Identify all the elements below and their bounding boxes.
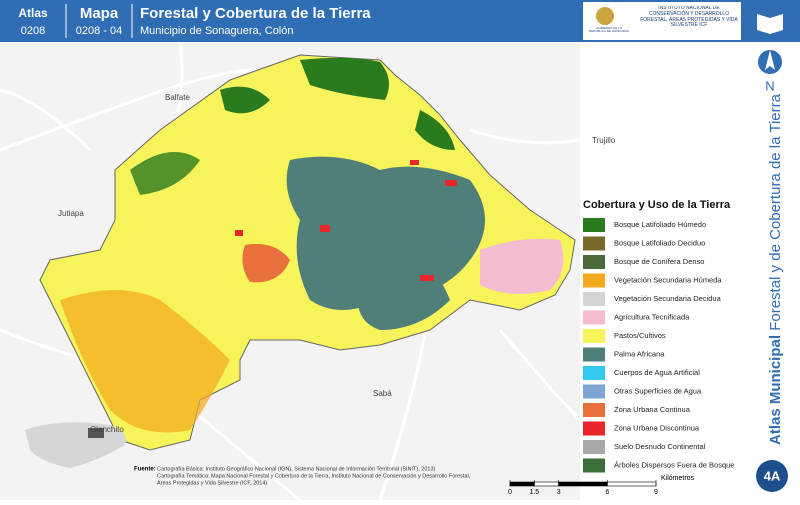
- legend-label: Pastos/Cultivos: [614, 331, 666, 340]
- legend-label: Vegetación Secundaria Húmeda: [614, 275, 722, 284]
- map-title: Forestal y Cobertura de la Tierra: [140, 5, 371, 22]
- header-shape: [757, 14, 783, 34]
- logo-right: INSTITUTO NACIONAL DE CONSERVACIÓN Y DES…: [640, 6, 738, 29]
- map-label: Mapa: [80, 5, 119, 22]
- legend-swatch: [583, 292, 605, 306]
- municipality-map-shape: [235, 230, 243, 236]
- scale-label: 6: [605, 489, 609, 496]
- side-title-rest: Forestal y de Cobertura de la Tierra: [767, 93, 784, 330]
- legend-label: Agricultura Tecnificada: [614, 312, 690, 321]
- legend-label: Cuerpos de Agua Artificial: [614, 368, 700, 377]
- source-line: Cartografía Básica: Instituto Geográfico…: [157, 466, 436, 472]
- scale-label: 1.5: [529, 489, 539, 496]
- scale-unit: Kilómetros: [661, 475, 695, 482]
- north-label: N: [765, 78, 774, 93]
- map-background-shape: [0, 41, 641, 502]
- legend-swatch: [583, 366, 605, 380]
- header-shape-shape: [757, 14, 783, 34]
- legend-label: Bosque de Conífera Denso: [614, 257, 704, 266]
- legend-title: Cobertura y Uso de la Tierra: [583, 199, 731, 211]
- place-label: Balfate: [165, 93, 190, 102]
- north-arrow-shape: [765, 50, 775, 70]
- header: [0, 0, 800, 42]
- scale-label: 0: [508, 489, 512, 496]
- source-label: Fuente:: [134, 467, 156, 473]
- logo-left: GOBIERNO DE LA REPÚBLICA DE HONDURAS: [589, 27, 629, 33]
- side-title-bold: Atlas Municipal: [767, 335, 784, 445]
- page-number: 4A: [764, 468, 781, 483]
- legend-label: Palma Africana: [614, 349, 665, 358]
- place-label: Sabá: [373, 389, 392, 398]
- scale-segment: [534, 481, 559, 487]
- municipality-map-shape: [300, 57, 389, 100]
- legend-swatch: [583, 458, 605, 473]
- scale-segment: [607, 481, 657, 487]
- municipality-map-shape: [420, 275, 434, 281]
- scale-label: 9: [654, 489, 658, 496]
- inset-map: [25, 422, 126, 468]
- municipality-map-shape: [320, 225, 330, 232]
- legend-swatch: [583, 440, 605, 454]
- municipality-map-shape: [220, 86, 270, 114]
- place-label: Olanchito: [90, 425, 124, 434]
- scale-segment: [509, 481, 535, 487]
- source: Cartografía Básica: Instituto Geográfico…: [157, 466, 471, 486]
- logo-left-text: GOBIERNO DE LA REPÚBLICA DE HONDURAS: [589, 27, 629, 33]
- source-line: Cartografía Temática: Mapa Nacional Fore…: [157, 473, 471, 479]
- legend-swatch: [583, 273, 605, 288]
- legend-label: Bosque Latifoliado Húmedo: [614, 220, 706, 229]
- side-title: Atlas Municipal Forestal y de Cobertura …: [767, 93, 784, 445]
- atlas-code: 0208: [21, 25, 45, 37]
- legend-swatch: [583, 310, 605, 325]
- municipality-map-shape: [415, 110, 455, 150]
- legend-label: Árboles Dispersos Fuera de Bosque: [614, 460, 734, 469]
- municipality-map-shape: [357, 230, 450, 330]
- municipality-map: [39, 54, 576, 451]
- inset-map-shape: [88, 428, 104, 438]
- scale-label: 3: [557, 489, 561, 496]
- municipality-map-shape: [242, 244, 290, 283]
- header-shape: [596, 7, 614, 25]
- legend-label: Vegetación Secundaria Decidua: [614, 294, 722, 303]
- legend-swatch: [583, 421, 605, 436]
- municipality-map-shape: [130, 152, 200, 195]
- legend-swatch: [583, 347, 605, 362]
- legend: Bosque Latifoliado Húmedo Bosque Latifoli…: [583, 218, 734, 473]
- legend-label: Otras Superficies de Agua: [614, 386, 702, 395]
- legend-label: Suelo Desnudo Continental: [614, 442, 706, 451]
- place-label: Trujillo: [592, 136, 616, 145]
- legend-label: Zona Urbana Discontinua: [614, 423, 700, 432]
- legend-swatch: [583, 236, 605, 251]
- atlas-label: Atlas: [18, 6, 48, 20]
- logo-right-text: INSTITUTO NACIONAL DE CONSERVACIÓN Y DES…: [640, 6, 738, 29]
- legend-swatch: [583, 403, 605, 417]
- legend-label: Bosque Latifoliado Deciduo: [614, 238, 705, 247]
- north-arrow: [758, 50, 782, 74]
- source-line: Áreas Protegidas y Vida Silvestre (ICF, …: [157, 479, 267, 486]
- legend-swatch: [583, 384, 605, 399]
- page-badge: [756, 460, 788, 492]
- legend-label: Zona Urbana Continua: [614, 405, 691, 414]
- municipality-map-shape: [480, 238, 564, 294]
- legend-swatch: [583, 329, 605, 343]
- municipality-map-shape: [60, 290, 230, 433]
- municipality-map-shape: [445, 180, 457, 186]
- map-code: 0208 - 04: [76, 25, 122, 37]
- legend-swatch: [583, 255, 605, 269]
- map-subtitle: Municipio de Sonaguera, Colón: [140, 25, 294, 37]
- municipality-map-shape: [410, 160, 419, 165]
- scale-segment: [558, 481, 608, 487]
- place-label: Jutiapa: [58, 209, 84, 218]
- legend-swatch: [583, 218, 605, 232]
